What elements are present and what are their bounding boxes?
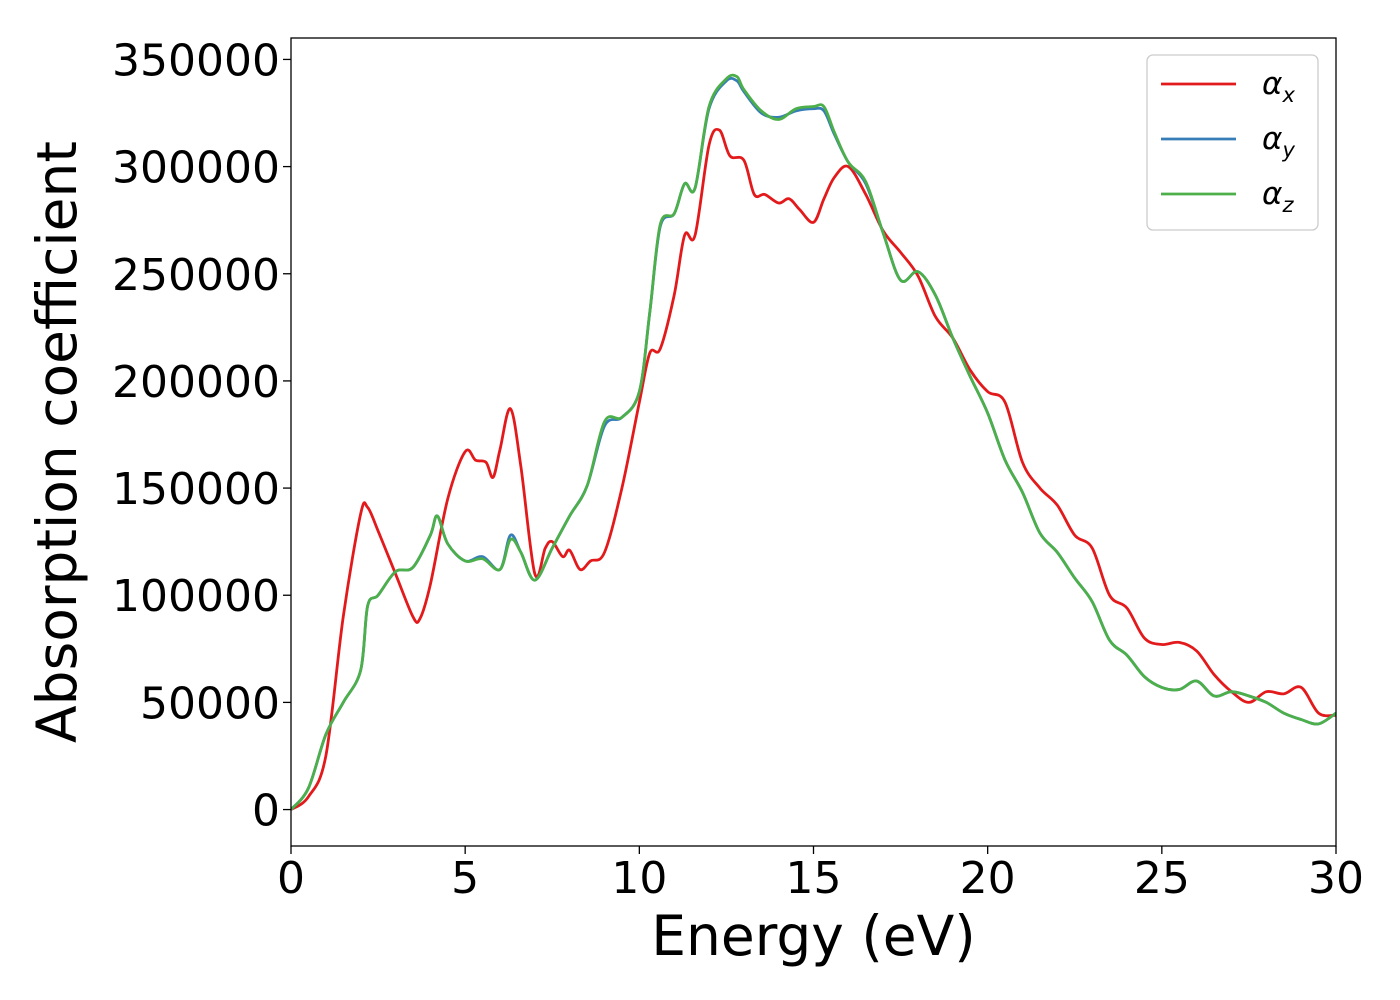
x-tick-label: 5 [451, 853, 479, 904]
y-tick-label: 300000 [112, 143, 280, 194]
y-tick-label: 0 [252, 786, 280, 837]
y-tick-label: 200000 [112, 357, 280, 408]
y-tick-label: 350000 [112, 35, 280, 86]
y-tick-label: 100000 [112, 571, 280, 622]
series-line-z [291, 73, 1336, 811]
y-tick-label: 50000 [140, 678, 280, 729]
x-tick-label: 10 [611, 853, 667, 904]
x-tick-label: 0 [277, 853, 305, 904]
series-layer [291, 73, 1336, 811]
y-tick-label: 150000 [112, 464, 280, 515]
series-line-x [291, 127, 1336, 811]
x-axis-ticks: 0 5 10 15 20 25 30 [277, 846, 1364, 904]
x-tick-label: 20 [960, 853, 1016, 904]
x-tick-label: 15 [786, 853, 842, 904]
y-axis-ticks: 0 50000 100000 150000 200000 250000 300000 3500… [112, 35, 291, 837]
legend-box [1146, 54, 1319, 231]
y-axis-title: Absorption coefficient [25, 141, 89, 743]
x-axis-title: Energy (eV) [651, 904, 975, 968]
y-tick-label: 250000 [112, 250, 280, 301]
x-tick-label: 25 [1134, 853, 1190, 904]
x-tick-label: 30 [1308, 853, 1364, 904]
